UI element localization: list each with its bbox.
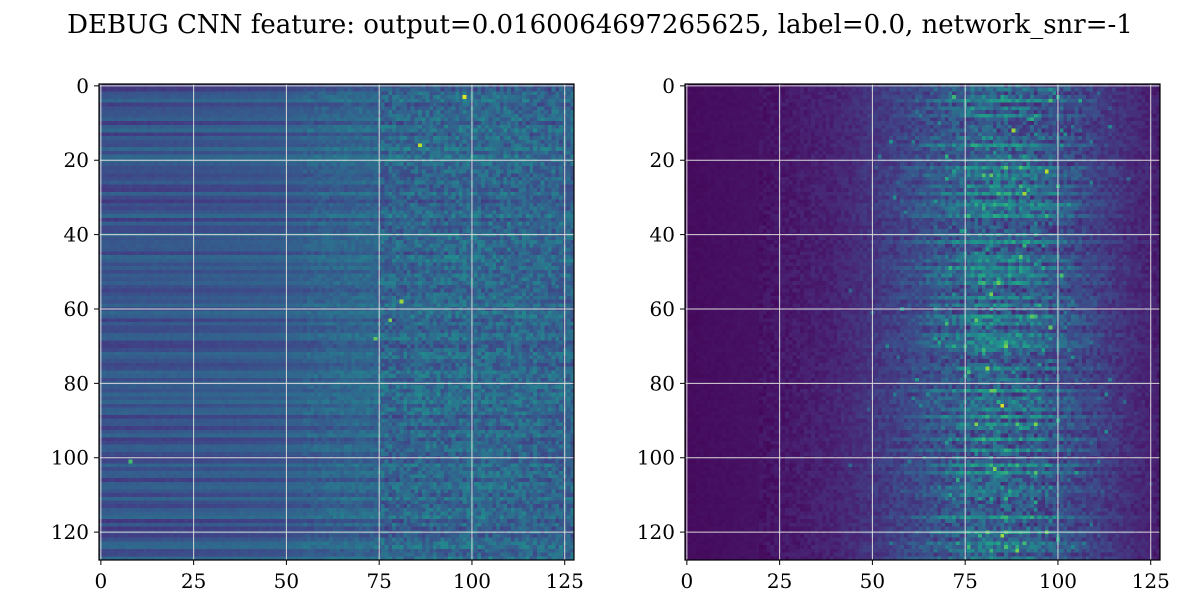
x-tick-label: 125 (546, 569, 584, 593)
y-tick-label: 20 (650, 148, 675, 172)
x-tick-label: 25 (767, 569, 792, 593)
heatmap-image (685, 84, 1160, 560)
y-tick-label: 20 (64, 148, 89, 172)
x-tick-label: 100 (1039, 569, 1077, 593)
x-tick-label: 50 (860, 569, 885, 593)
y-tick-label: 40 (64, 223, 89, 247)
axes-frame (684, 83, 1161, 561)
x-tick-label: 100 (453, 569, 491, 593)
x-tick-label: 25 (181, 569, 206, 593)
y-tick-label: 0 (662, 74, 675, 98)
heatmap-panel-left: 0 25 50 75 100 125 0 20 40 60 80 100 120 (51, 74, 584, 593)
y-tick-label: 60 (650, 297, 675, 321)
heatmap-image (99, 84, 574, 560)
y-tick-label: 80 (64, 371, 89, 395)
x-tick-label: 75 (366, 569, 391, 593)
figure-title: DEBUG CNN feature: output=0.016006469726… (67, 10, 1133, 40)
y-tick-label: 120 (51, 520, 89, 544)
y-tick-label: 100 (637, 446, 675, 470)
y-tick-label: 60 (64, 297, 89, 321)
y-tick-label: 120 (637, 520, 675, 544)
x-tick-label: 75 (952, 569, 977, 593)
axes-frame (98, 83, 575, 561)
x-tick-label: 0 (680, 569, 693, 593)
y-tick-label: 0 (76, 74, 89, 98)
heatmap-panel-right: 0 25 50 75 100 125 0 20 40 60 80 100 120 (637, 74, 1170, 593)
y-tick-label: 80 (650, 371, 675, 395)
x-tick-label: 50 (274, 569, 299, 593)
x-tick-label: 0 (94, 569, 107, 593)
y-tick-label: 40 (650, 223, 675, 247)
x-tick-label: 125 (1132, 569, 1170, 593)
y-tick-label: 100 (51, 446, 89, 470)
